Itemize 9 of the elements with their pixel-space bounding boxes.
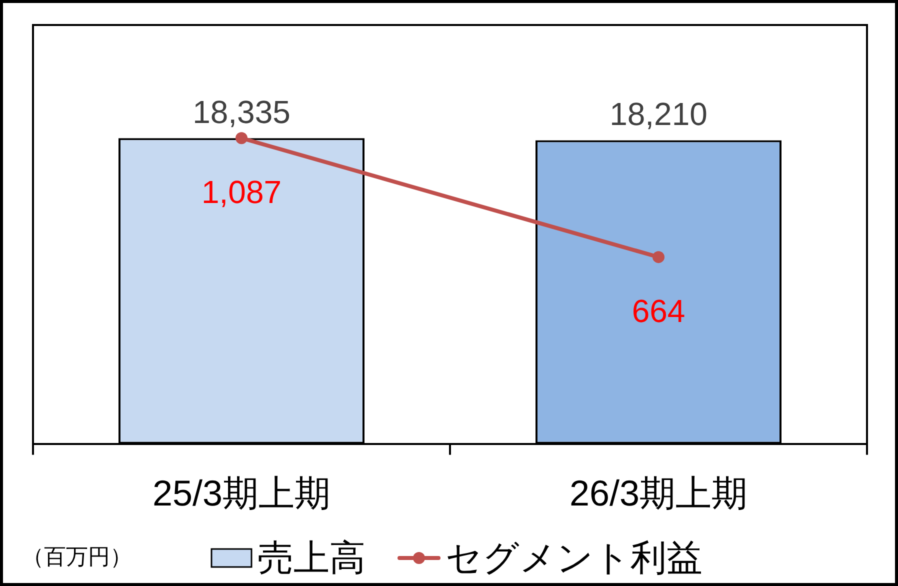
data-label: 1,087 — [201, 174, 282, 210]
legend-label: セグメント利益 — [446, 536, 702, 578]
text: （百万円） — [22, 544, 132, 570]
data-label: 664 — [632, 292, 686, 329]
data-label: 18,210 — [610, 96, 708, 132]
legend-label: 売上高 — [258, 536, 366, 578]
data-label: 18,335 — [192, 94, 290, 130]
x-tick-label: 25/3期上期 — [152, 472, 331, 514]
x-tick-label: 26/3期上期 — [569, 472, 748, 514]
